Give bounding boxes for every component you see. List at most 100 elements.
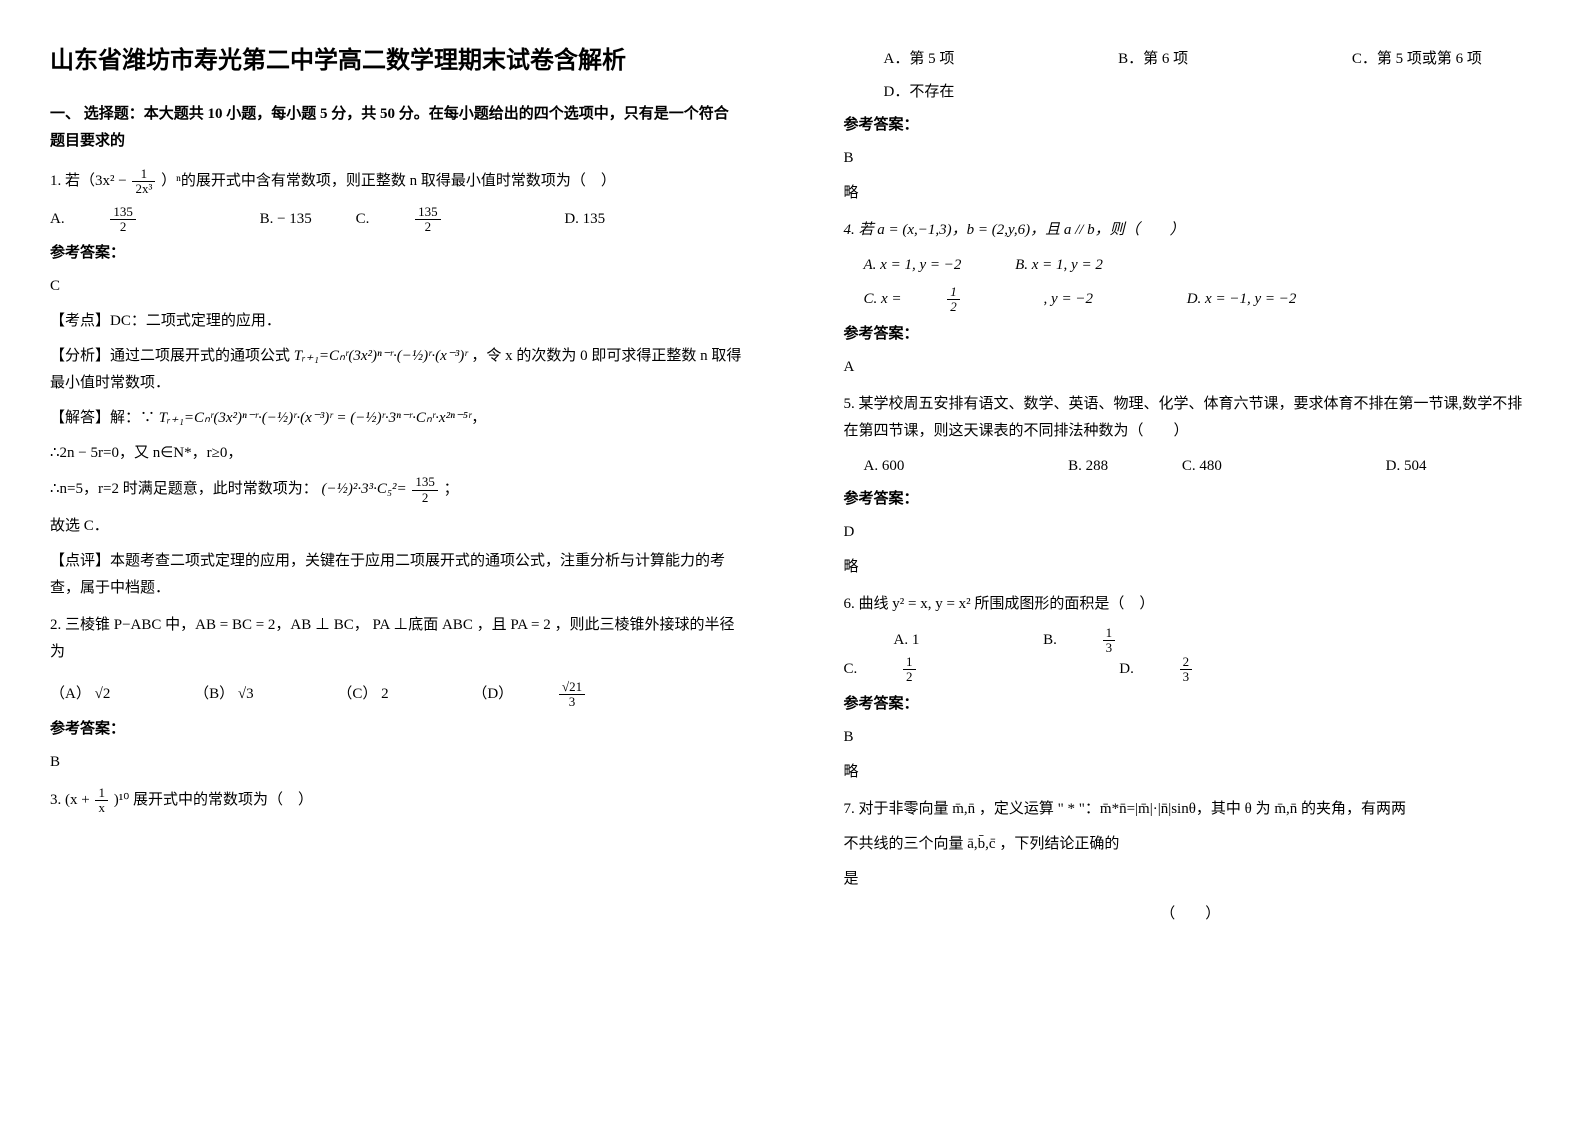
q5-optC: C. 480	[1182, 458, 1222, 474]
q1-prefix: 1. 若（3x² −	[50, 173, 127, 189]
q3-options: A．第 5 项 B．第 6 项 C．第 5 项或第 6 项	[844, 46, 1538, 73]
q6dn: 2	[1180, 655, 1193, 670]
q5-optB: B. 288	[1068, 458, 1108, 474]
q2-optC: （C） 2	[337, 686, 388, 702]
q4-optB: B. x = 1, y = 2	[1015, 257, 1103, 273]
question-3-cont: A．第 5 项 B．第 6 项 C．第 5 项或第 6 项 D．不存在 参考答案…	[844, 46, 1538, 207]
q1-stem: 1. 若（3x² − 1 2x³ ）ⁿ的展开式中含有常数项，则正整数 n 取得最…	[50, 167, 744, 197]
q1-jieda3: ∴n=5，r=2 时满足题意，此时常数项为： (−½)²·3³·C₅²= 135…	[50, 475, 744, 505]
jieda3-frac: 1352	[412, 475, 438, 505]
q3d: x	[95, 801, 108, 815]
right-column: A．第 5 项 B．第 6 项 C．第 5 项或第 6 项 D．不存在 参考答案…	[794, 0, 1587, 1122]
q4-opts1: A. x = 1, y = −2 B. x = 1, y = 2	[844, 252, 1538, 279]
q6d-frac: 23	[1180, 655, 1233, 685]
q1-optA-label: A.	[50, 211, 65, 227]
q6cn: 1	[903, 655, 916, 670]
left-column: 山东省潍坊市寿光第二中学高二数学理期末试卷含解析 一、 选择题：本大题共 10 …	[0, 0, 794, 1122]
q4-optD: D. x = −1, y = −2	[1187, 291, 1297, 307]
q3-tpre: (x +	[65, 792, 90, 808]
q6bpre: B.	[1043, 632, 1057, 648]
q1-jieda: 【解答】解：∵ Tᵣ₊₁=Cₙʳ(3x²)ⁿ⁻ʳ·(−½)ʳ·(x⁻³)ʳ = …	[50, 405, 744, 432]
jieda-pre: 【解答】解：∵	[50, 410, 155, 426]
q6b-frac: 13	[1103, 626, 1156, 656]
optA-den: 2	[110, 220, 136, 234]
q1-optA: A. 1352	[50, 211, 220, 227]
q6-lue: 略	[844, 759, 1538, 786]
answer-label3: 参考答案：	[844, 112, 1538, 139]
question-6: 6. 曲线 y² = x, y = x² 所围成图形的面积是（ ） A. 1 B…	[844, 591, 1538, 786]
answer-label2: 参考答案：	[50, 716, 744, 743]
q2-options: （A） √2 （B） √3 （C） 2 （D） √213	[50, 680, 744, 710]
q5-answer: D	[844, 519, 1538, 546]
answer-label5: 参考答案：	[844, 486, 1538, 513]
q6bd: 3	[1103, 641, 1116, 655]
q1-optD: D. 135	[564, 211, 605, 227]
q5-optA: A. 600	[864, 458, 905, 474]
q2-answer: B	[50, 749, 744, 776]
q3n: 1	[95, 786, 108, 801]
q6-text: 6. 曲线 y² = x, y = x² 所围成图形的面积是（ ）	[844, 591, 1538, 618]
q4cpre: C. x =	[864, 291, 902, 307]
question-2: 2. 三棱锥 P−ABC 中，AB = BC = 2，AB ⊥ BC， PA ⊥…	[50, 612, 744, 776]
jn: 135	[412, 475, 438, 490]
q5-options: A. 600 B. 288 C. 480 D. 504	[844, 453, 1538, 480]
q1-optC-label: C.	[356, 211, 370, 227]
q1-frac-num: 1	[132, 167, 155, 182]
q7-paren: （ ）	[844, 901, 1538, 928]
q4cd: 2	[947, 300, 960, 314]
optA-num: 135	[110, 205, 136, 220]
q1-optB: B. − 135	[260, 211, 312, 227]
q6cd: 2	[903, 670, 916, 684]
jieda-formula: Tᵣ₊₁=Cₙʳ(3x²)ⁿ⁻ʳ·(−½)ʳ·(x⁻³)ʳ = (−½)ʳ·3ⁿ…	[159, 410, 472, 426]
dn: √21	[559, 680, 585, 695]
jieda3-f: (−½)²·3³·C₅²=	[321, 482, 406, 498]
q5-text: 5. 某学校周五安排有语文、数学、英语、物理、化学、体育六节课，要求体育不排在第…	[844, 391, 1538, 445]
q1-options: A. 1352 B. − 135 C. 1352 D. 135	[50, 205, 744, 235]
jieda3-suf: ；	[444, 482, 459, 498]
q4cn: 1	[947, 285, 960, 300]
q5-lue: 略	[844, 554, 1538, 581]
optC-den: 2	[415, 220, 441, 234]
q7-line1: 7. 对于非零向量 m̄,n̄ ，定义运算 " * "：m̄*n̄=|m̄|·|…	[844, 796, 1538, 823]
q6-optB: B. 13	[1043, 632, 1195, 648]
q2-text: 2. 三棱锥 P−ABC 中，AB = BC = 2，AB ⊥ BC， PA ⊥…	[50, 612, 744, 666]
q1-optC-frac: 1352	[415, 205, 481, 235]
q1-fenxi: 【分析】通过二项展开式的通项公式 Tᵣ₊₁=Cₙʳ(3x²)ⁿ⁻ʳ·(−½)ʳ·…	[50, 343, 744, 397]
page-title: 山东省潍坊市寿光第二中学高二数学理期末试卷含解析	[50, 40, 744, 83]
jd: 2	[412, 491, 438, 505]
question-4: 4. 若 a = (x,−1,3)，b = (2,y,6)，且 a // b，则…	[844, 217, 1538, 381]
fenxi-formula: Tᵣ₊₁=Cₙʳ(3x²)ⁿ⁻ʳ·(−½)ʳ·(x⁻³)ʳ	[294, 348, 468, 364]
q1-jieda2: ∴2n − 5r=0，又 n∈N*，r≥0，	[50, 440, 744, 467]
q1-frac: 1 2x³	[132, 167, 155, 197]
answer-label4: 参考答案：	[844, 321, 1538, 348]
q1-gx: 故选 C．	[50, 513, 744, 540]
question-1: 1. 若（3x² − 1 2x³ ）ⁿ的展开式中含有常数项，则正整数 n 取得最…	[50, 167, 744, 602]
q3-optA: A．第 5 项	[884, 51, 955, 67]
q6-optD: D. 23	[1119, 661, 1272, 677]
q6c-frac: 12	[903, 655, 956, 685]
q7-line3: 是	[844, 866, 1538, 893]
q6bn: 1	[1103, 626, 1116, 641]
q4-opts2: C. x = 12 , y = −2 D. x = −1, y = −2	[844, 285, 1538, 315]
q2-optD: （D） √213	[472, 686, 665, 702]
q3-optB: B．第 6 项	[1118, 51, 1188, 67]
q6dpre: D.	[1119, 661, 1134, 677]
q1-optC: C. 1352	[356, 211, 525, 227]
q6-optC: C. 12	[844, 661, 1000, 677]
q6cpre: C.	[844, 661, 858, 677]
q3-pre: 3.	[50, 792, 61, 808]
q2-optD-frac: √213	[559, 680, 625, 710]
q4-optA: A. x = 1, y = −2	[864, 257, 962, 273]
section-heading: 一、 选择题：本大题共 10 小题，每小题 5 分，共 50 分。在每小题给出的…	[50, 101, 744, 155]
q3-optD: D．不存在	[884, 84, 955, 100]
dd: 3	[559, 695, 585, 709]
q4cpost: , y = −2	[1044, 291, 1093, 307]
q3-lue: 略	[844, 180, 1538, 207]
question-3-stem: 3. (x + 1x )¹⁰ 展开式中的常数项为（ ）	[50, 786, 744, 816]
q5-optD: D. 504	[1386, 458, 1427, 474]
question-7: 7. 对于非零向量 m̄,n̄ ，定义运算 " * "：m̄*n̄=|m̄|·|…	[844, 796, 1538, 928]
q1-kaodian: 【考点】DC：二项式定理的应用．	[50, 308, 744, 335]
q3-answer: B	[844, 145, 1538, 172]
q3-optC: C．第 5 项或第 6 项	[1352, 51, 1482, 67]
q2-optB: （B） √3	[194, 686, 254, 702]
